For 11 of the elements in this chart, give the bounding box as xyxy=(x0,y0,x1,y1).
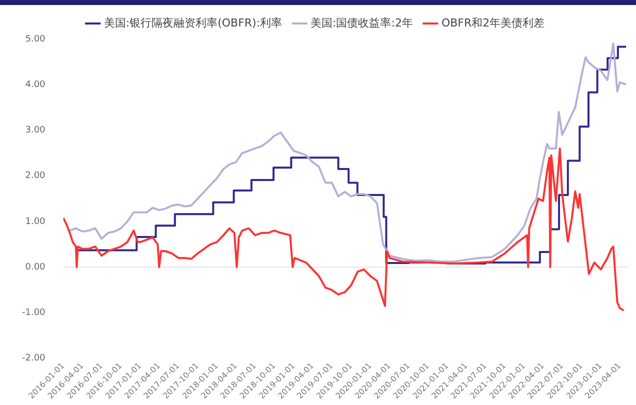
y-tick-label: 0.00 xyxy=(25,262,46,272)
y-tick-label: 5.00 xyxy=(25,34,46,44)
y-tick-label: -2.00 xyxy=(22,354,46,364)
legend-label: 美国:国债收益率:2年 xyxy=(310,16,413,30)
legend-label: 美国:银行隔夜融资利率(OBFR):利率 xyxy=(104,16,282,30)
y-tick-label: 2.00 xyxy=(25,171,46,182)
y-tick-label: -1.00 xyxy=(22,308,46,318)
legend-label: OBFR和2年美债利差 xyxy=(441,16,545,30)
y-tick-label: 1.00 xyxy=(25,216,46,227)
y-tick-label: 3.00 xyxy=(25,126,46,136)
y-tick-label: 4.00 xyxy=(25,80,46,90)
